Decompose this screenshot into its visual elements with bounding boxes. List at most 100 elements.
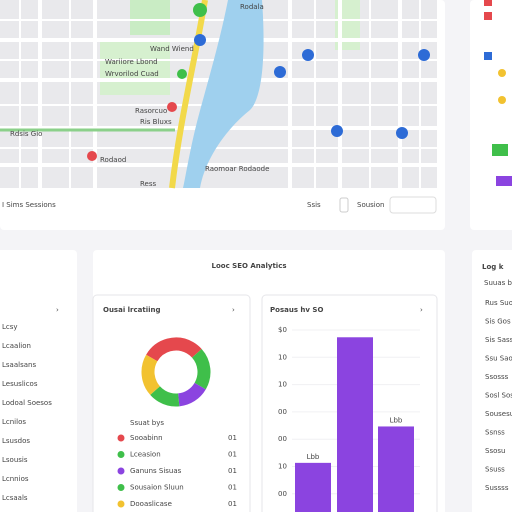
map-label: Rdsis Gio bbox=[10, 130, 42, 138]
list-item: Ssuss bbox=[485, 466, 505, 474]
bar bbox=[295, 462, 331, 512]
bar-title: Posaus hv SO bbox=[270, 306, 323, 314]
pin bbox=[87, 151, 97, 161]
pin bbox=[418, 49, 430, 61]
list-item: Lodoal Soesos bbox=[2, 399, 52, 407]
bar bbox=[378, 426, 414, 512]
list-item: Lcnilos bbox=[2, 418, 26, 426]
right-subtitle: Suuas bur bbox=[484, 279, 512, 287]
donut-subtitle: Ssuat bys bbox=[130, 419, 164, 427]
park bbox=[130, 0, 170, 35]
park bbox=[100, 40, 170, 95]
list-item: Lesuslicos bbox=[2, 380, 38, 388]
side-card bbox=[470, 0, 512, 230]
pin bbox=[331, 125, 343, 137]
legend-value: 01 bbox=[228, 467, 237, 475]
list-item: Lcsy bbox=[2, 323, 18, 331]
legend-value: 01 bbox=[228, 500, 237, 508]
map-label: Rodaod bbox=[100, 156, 126, 164]
y-tick-label: $0 bbox=[278, 326, 287, 334]
list-item: Lcsaals bbox=[2, 494, 28, 502]
map-label: Wand Wiend bbox=[150, 45, 194, 53]
pin bbox=[167, 102, 177, 112]
donut-title: Ousai lrcatiing bbox=[103, 306, 161, 314]
map-label: Ris Bluxs bbox=[140, 118, 172, 126]
list-item: Lsousis bbox=[2, 456, 28, 464]
donut-segment bbox=[141, 337, 211, 407]
legend-dot bbox=[117, 434, 125, 442]
chevron[interactable]: › bbox=[232, 306, 235, 314]
button[interactable] bbox=[339, 197, 349, 213]
chevron[interactable]: › bbox=[420, 306, 423, 314]
y-tick-label: 10 bbox=[278, 353, 287, 361]
list-item: Ssosss bbox=[485, 373, 509, 381]
y-tick-label: 00 bbox=[278, 408, 287, 416]
map-label: Wrvorilod Cuad bbox=[105, 70, 159, 78]
button-group[interactable] bbox=[389, 196, 437, 214]
legend-label: Sousaion Sluun bbox=[130, 484, 184, 492]
y-tick-label: 00 bbox=[278, 435, 287, 443]
list-item: Lsusdos bbox=[2, 437, 30, 445]
legend-value: 01 bbox=[228, 451, 237, 459]
list-item: Ssnss bbox=[485, 429, 505, 437]
legend-label: Ganuns Sisuas bbox=[130, 467, 182, 475]
y-tick-label: 10 bbox=[278, 463, 287, 471]
bar-label: Lbb bbox=[390, 416, 403, 424]
list-item: Rus Suon bbox=[485, 299, 512, 307]
left-card bbox=[0, 250, 77, 512]
chevron[interactable]: › bbox=[56, 306, 59, 314]
map-label: Rodala bbox=[240, 3, 264, 11]
pin bbox=[193, 3, 207, 17]
pins bbox=[87, 3, 430, 161]
highway bbox=[169, 0, 208, 189]
list-item: Sousesu bbox=[485, 410, 512, 418]
right-card bbox=[472, 250, 512, 512]
map-label: Wariiore Lbond bbox=[105, 58, 158, 66]
swatch bbox=[492, 144, 508, 156]
legend-label: Dooaslicase bbox=[130, 500, 172, 508]
legend-value: 01 bbox=[228, 484, 237, 492]
swatch bbox=[498, 69, 506, 77]
streets bbox=[0, 0, 437, 188]
list-item: Lsaalsans bbox=[2, 361, 36, 369]
list-item: Sis Gos bbox=[485, 318, 511, 326]
swatch bbox=[484, 12, 492, 20]
legend-dot bbox=[117, 451, 125, 458]
bar bbox=[337, 337, 373, 512]
map-footer-left: I Sims Sessions bbox=[2, 201, 56, 209]
legend-dot bbox=[117, 484, 125, 491]
donut-segment bbox=[141, 337, 211, 407]
bar-label: Lbb bbox=[307, 453, 320, 461]
pin bbox=[177, 69, 187, 79]
river bbox=[183, 0, 264, 188]
pin bbox=[396, 127, 408, 139]
right-title: Log k bbox=[482, 263, 504, 271]
map-label: Ress bbox=[140, 180, 157, 188]
list-item: Sosl Sos bbox=[485, 392, 512, 400]
swatch bbox=[484, 0, 492, 6]
legend-label: Lceasion bbox=[130, 451, 161, 459]
list-item: Ssu Saos bbox=[485, 355, 512, 363]
map-footer-button[interactable]: Ssis bbox=[307, 201, 321, 209]
list-item: Ssosu bbox=[485, 447, 505, 455]
swatch bbox=[498, 96, 506, 104]
list-item: Lcaalion bbox=[2, 342, 31, 350]
map-footer-button[interactable]: Sousion bbox=[357, 201, 384, 209]
list-item: Lcnnios bbox=[2, 475, 29, 483]
pin bbox=[302, 49, 314, 61]
pin bbox=[194, 34, 206, 46]
list-item: Sis Sasss bbox=[485, 336, 512, 344]
legend-value: 01 bbox=[228, 434, 237, 442]
donut-segment bbox=[141, 337, 211, 407]
pin bbox=[274, 66, 286, 78]
y-tick-label: 10 bbox=[278, 381, 287, 389]
map-label: Raomoar Rodaode bbox=[205, 165, 269, 173]
legend-dot bbox=[117, 467, 125, 475]
legend-label: Sooabinn bbox=[130, 434, 163, 442]
swatch bbox=[496, 176, 512, 186]
list-item: Sussss bbox=[485, 484, 509, 492]
map-label: Rasorcuo bbox=[135, 107, 167, 115]
legend-dot bbox=[117, 500, 125, 508]
y-tick-label: 00 bbox=[278, 490, 287, 498]
